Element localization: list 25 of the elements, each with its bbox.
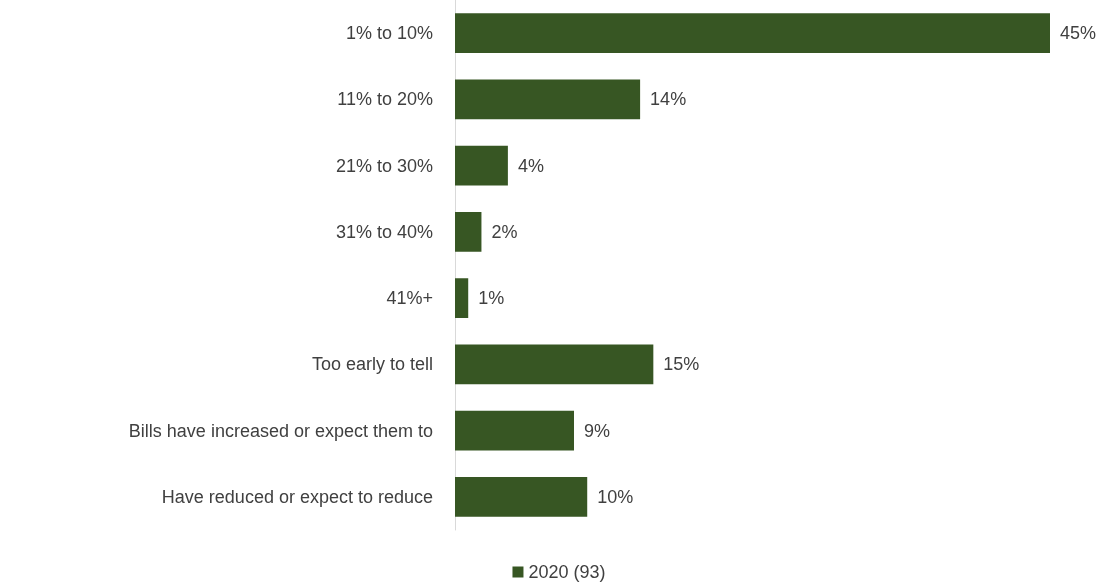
bar xyxy=(455,145,508,186)
legend-label: 2020 (93) xyxy=(528,562,606,582)
bar xyxy=(455,344,654,385)
data-label: 9% xyxy=(584,420,611,441)
bar xyxy=(455,79,641,120)
data-label: 15% xyxy=(663,354,700,375)
bar xyxy=(455,212,482,252)
bar xyxy=(455,477,588,517)
bar xyxy=(455,278,469,318)
y-tick-label: 41%+ xyxy=(386,288,433,309)
data-label: 14% xyxy=(650,89,687,110)
y-tick-label: 1% to 10% xyxy=(345,23,433,44)
y-tick-label: Have reduced or expect to reduce xyxy=(161,486,433,507)
bar xyxy=(455,13,1050,53)
data-label: 1% xyxy=(478,288,505,309)
data-label: 4% xyxy=(517,155,544,176)
data-label: 2% xyxy=(491,221,518,242)
y-tick-label: Too early to tell xyxy=(311,354,433,375)
bar xyxy=(455,410,574,451)
y-tick-label: 21% to 30% xyxy=(335,155,433,176)
y-tick-label: Bills have increased or expect them to xyxy=(128,420,433,441)
y-tick-label: 11% to 20% xyxy=(337,89,433,110)
data-label: 10% xyxy=(597,486,634,507)
y-tick-label: 31% to 40% xyxy=(335,221,433,242)
data-label: 45% xyxy=(1060,23,1097,44)
